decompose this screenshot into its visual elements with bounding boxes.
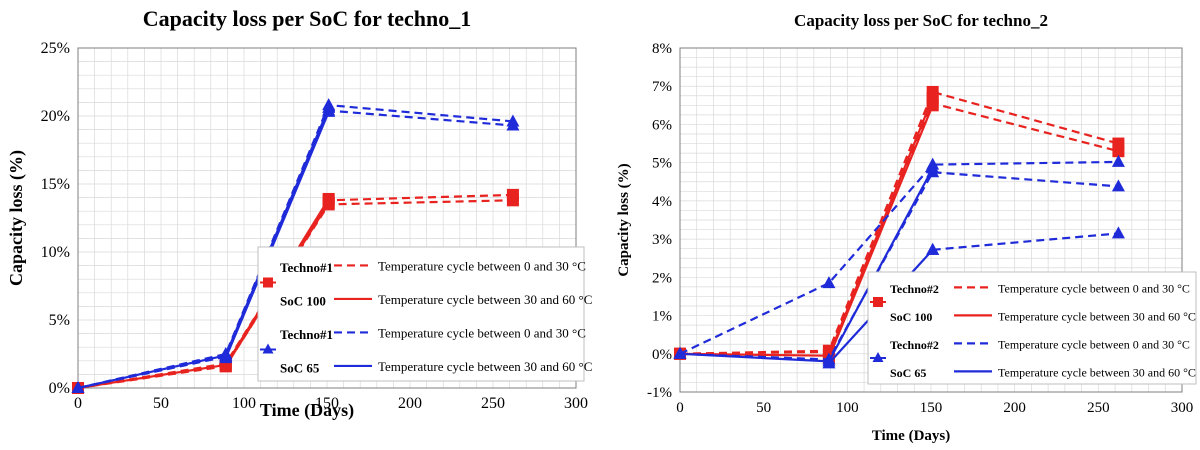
y-tick-label: 7%: [652, 79, 672, 95]
y-tick-label: 10%: [41, 244, 70, 261]
data-point-triangle: [71, 381, 85, 393]
x-tick-label: 0: [676, 400, 684, 416]
y-ticks: -1% 0% 1% 2% 3% 4% 5% 6% 7% 8%: [647, 41, 672, 401]
data-point-triangle: [506, 118, 520, 131]
data-point-triangle: [322, 104, 336, 117]
series-line-0: [679, 90, 1119, 355]
y-axis-label: Capacity loss (%): [6, 150, 27, 286]
chart-techno-2: Capacity loss per SoC for techno_2 0 50 100…: [616, 11, 1197, 444]
data-point-triangle: [822, 276, 836, 289]
series-line-1: [679, 102, 1119, 355]
legend-entry-label: Temperature cycle between 30 and 60 °C: [378, 359, 592, 374]
legend-entry-label: Temperature cycle between 0 and 30 °C: [998, 281, 1190, 295]
x-tick-label: 200: [1003, 400, 1026, 416]
x-tick-label: 0: [74, 395, 82, 412]
x-axis-label: Time (Days): [872, 428, 950, 444]
y-tick-label: 6%: [652, 117, 672, 133]
series-line-5: [679, 171, 1119, 361]
data-point-triangle: [1111, 154, 1125, 167]
legend-group-label: Techno#1: [280, 327, 333, 342]
legend-entry-label: Temperature cycle between 30 and 60 °C: [378, 292, 592, 307]
data-point-triangle: [822, 356, 836, 369]
legend-group-label: SoC 65: [280, 361, 320, 376]
y-tick-label: 3%: [652, 232, 672, 248]
data-point-square: [322, 197, 335, 210]
x-tick-label: 150: [920, 400, 943, 416]
x-ticks: 0 50 100 150 200 250 300: [74, 395, 588, 412]
x-axis-label: Time (Days): [260, 400, 354, 421]
y-axis-label: Capacity loss (%): [616, 163, 632, 276]
y-ticks: 0% 5% 10% 15% 20% 25%: [41, 40, 70, 397]
legend-group-label: SoC 100: [280, 294, 326, 309]
legend: Techno#2 SoC 100 Temperature cycle between…: [867, 271, 1197, 385]
y-tick-label: 0%: [49, 380, 70, 397]
legend-group-label: Techno#1: [280, 260, 333, 275]
chart-techno-1: Capacity loss per SoC for techno_1 0 50 100…: [6, 6, 592, 421]
x-tick-label: 50: [756, 400, 771, 416]
legend-entry-label: Temperature cycle between 30 and 60 °C: [998, 365, 1196, 379]
series-line-3: [827, 104, 934, 359]
legend-entry-label: Temperature cycle between 30 and 60 °C: [998, 309, 1196, 323]
x-tick-label: 100: [836, 400, 859, 416]
data-point-triangle: [926, 161, 940, 174]
legend: Techno#1 SoC 100 Temperature cycle between…: [257, 246, 592, 382]
legend-entry-label: Temperature cycle between 0 and 30 °C: [378, 325, 586, 340]
y-tick-label: 5%: [652, 156, 672, 172]
legend-entry-label: Temperature cycle between 0 and 30 °C: [998, 337, 1190, 351]
y-tick-label: 20%: [41, 108, 70, 125]
x-tick-label: 250: [481, 395, 505, 412]
series-line-7: [224, 111, 330, 359]
x-tick-label: 150: [315, 395, 339, 412]
x-tick-label: 250: [1087, 400, 1110, 416]
x-tick-label: 100: [232, 395, 256, 412]
x-tick-label: 300: [1171, 400, 1194, 416]
y-tick-label: 5%: [49, 312, 70, 329]
plot-frame: [679, 47, 1183, 393]
chart-title: Capacity loss per SoC for techno_1: [143, 6, 472, 31]
y-tick-label: 0%: [652, 347, 672, 363]
series-line-0: [77, 193, 513, 390]
data-point-square: [219, 360, 232, 373]
series-group: [673, 85, 1125, 369]
data-point-triangle: [926, 242, 940, 255]
y-tick-label: 2%: [652, 270, 672, 286]
data-point-triangle: [219, 351, 233, 364]
y-tick-label: 15%: [41, 176, 70, 193]
plot-frame: [77, 47, 577, 389]
legend-group-label: Techno#2: [890, 282, 939, 296]
x-tick-label: 300: [564, 395, 588, 412]
data-point-square: [1112, 145, 1125, 158]
series-line-5: [77, 109, 513, 390]
series-line-1: [77, 199, 513, 390]
legend-group-label: SoC 65: [890, 366, 926, 380]
data-point-triangle: [1111, 179, 1125, 192]
data-point-triangle: [673, 346, 687, 359]
x-tick-label: 200: [398, 395, 422, 412]
series-line-6: [932, 232, 1119, 251]
y-tick-label: 1%: [652, 309, 672, 325]
data-point-triangle: [1111, 226, 1125, 239]
legend-entry-label: Temperature cycle between 0 and 30 °C: [378, 258, 586, 273]
data-point-square: [926, 99, 939, 112]
series-line-4: [679, 160, 1119, 355]
y-tick-label: 4%: [652, 194, 672, 210]
legend-box: [867, 271, 1197, 385]
x-tick-label: 50: [153, 395, 169, 412]
y-tick-label: 8%: [652, 41, 672, 57]
y-tick-label: 25%: [41, 40, 70, 57]
chart-title: Capacity loss per SoC for techno_2: [794, 11, 1048, 30]
legend-box: [257, 246, 585, 382]
x-ticks: 0 50 100 150 200 250 300: [676, 400, 1193, 416]
legend-group-label: Techno#2: [890, 338, 939, 352]
legend-group-label: SoC 100: [890, 310, 932, 324]
y-tick-label: -1%: [647, 385, 672, 401]
data-point-square: [506, 194, 519, 207]
